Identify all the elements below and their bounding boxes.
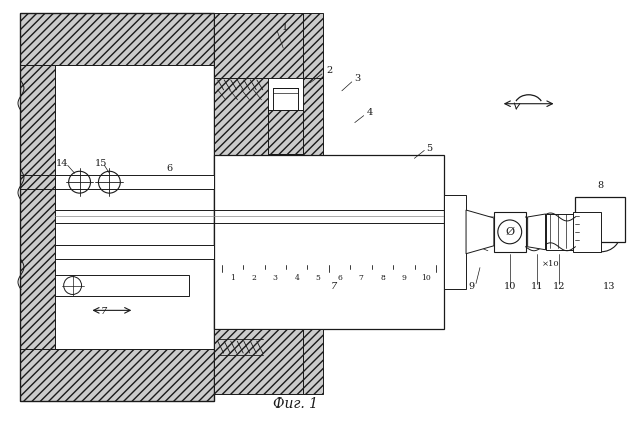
Bar xyxy=(214,156,444,329)
Text: 9: 9 xyxy=(402,274,406,282)
Text: 5: 5 xyxy=(316,274,321,282)
Text: 1: 1 xyxy=(230,274,235,282)
Bar xyxy=(55,275,189,297)
Bar xyxy=(55,65,214,349)
Bar xyxy=(268,110,303,154)
Text: Фиг. 1: Фиг. 1 xyxy=(273,397,317,411)
Text: 2: 2 xyxy=(327,66,333,75)
Text: 4: 4 xyxy=(294,274,299,282)
Bar xyxy=(303,329,323,394)
Bar xyxy=(273,88,298,110)
Text: 9: 9 xyxy=(468,282,474,291)
Bar xyxy=(55,245,214,259)
Bar xyxy=(444,195,466,289)
Bar xyxy=(575,197,625,242)
Text: 3: 3 xyxy=(273,274,278,282)
Bar xyxy=(573,212,601,252)
Bar xyxy=(494,212,525,252)
Text: 15: 15 xyxy=(95,159,108,168)
Polygon shape xyxy=(466,210,494,254)
Bar xyxy=(20,349,214,401)
Bar xyxy=(20,65,55,349)
Text: 6: 6 xyxy=(337,274,342,282)
Bar xyxy=(545,214,573,250)
Text: 14: 14 xyxy=(56,159,68,168)
Bar xyxy=(20,13,214,65)
Text: 5: 5 xyxy=(426,144,433,153)
Text: 6: 6 xyxy=(166,164,172,173)
Text: 13: 13 xyxy=(603,282,615,291)
Text: 12: 12 xyxy=(553,282,566,291)
Text: 3: 3 xyxy=(355,74,361,83)
Bar xyxy=(214,13,303,78)
Bar xyxy=(20,13,214,401)
Text: 4: 4 xyxy=(367,108,372,117)
Text: 7: 7 xyxy=(331,282,337,291)
Polygon shape xyxy=(527,214,545,250)
Bar xyxy=(55,175,214,189)
Text: 1: 1 xyxy=(282,23,289,32)
Text: 11: 11 xyxy=(531,282,543,291)
Bar xyxy=(214,329,303,394)
Bar xyxy=(303,78,323,167)
Text: 10: 10 xyxy=(420,274,430,282)
Text: 10: 10 xyxy=(504,282,516,291)
Bar xyxy=(214,78,268,156)
Text: 2: 2 xyxy=(252,274,256,282)
Text: ×10: ×10 xyxy=(541,260,559,268)
Text: 7: 7 xyxy=(101,307,108,316)
Text: 8: 8 xyxy=(380,274,385,282)
Bar xyxy=(268,110,303,154)
Text: Ø: Ø xyxy=(505,227,515,237)
Text: 8: 8 xyxy=(597,181,604,190)
Bar xyxy=(303,13,323,78)
Text: 7: 7 xyxy=(358,274,364,282)
